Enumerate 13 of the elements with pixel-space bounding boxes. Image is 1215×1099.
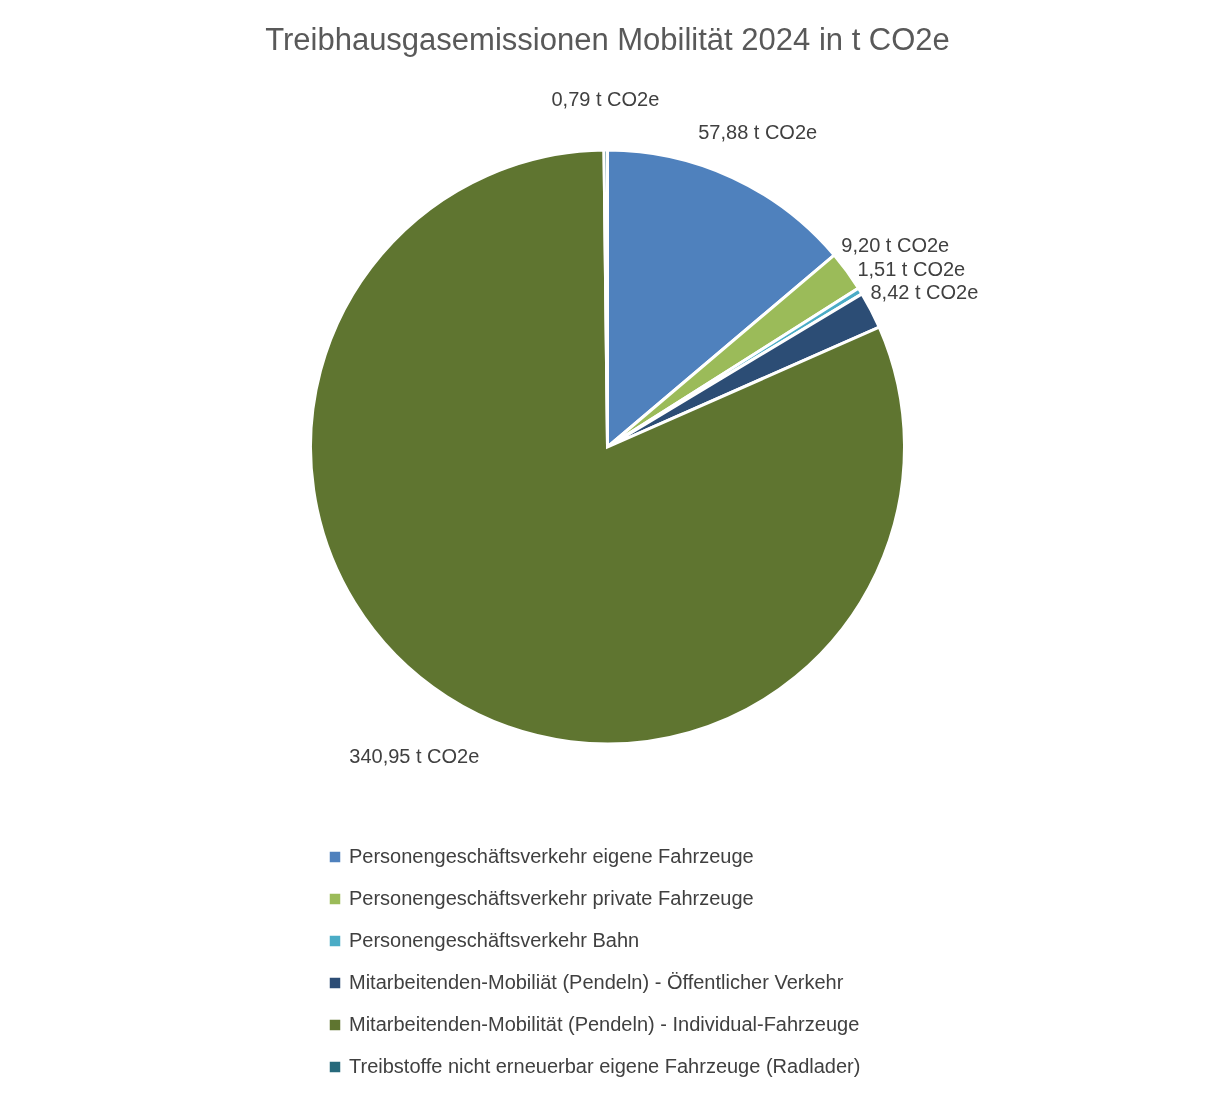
data-label: 8,42 t CO2e bbox=[870, 280, 979, 303]
legend-label: Personengeschäftsverkehr private Fahrzeuge bbox=[349, 887, 754, 909]
legend-label: Mitarbeitenden-Mobiliät (Pendeln) - Öffentlicher Verkehr bbox=[349, 971, 844, 993]
chart-title: Treibhausgasemissionen Mobilität 2024 in t CO2e bbox=[265, 22, 950, 57]
data-label: 1,51 t CO2e bbox=[857, 257, 966, 280]
legend-label: Mitarbeitenden-Mobilität (Pendeln) - Individual-Fahrzeuge bbox=[349, 1013, 860, 1035]
legend-label: Personengeschäftsverkehr eigene Fahrzeuge bbox=[349, 845, 754, 867]
data-label: 0,79 t CO2e bbox=[551, 88, 660, 111]
legend-label: Personengeschäftsverkehr Bahn bbox=[349, 929, 640, 951]
data-label: 9,20 t CO2e bbox=[841, 233, 950, 256]
legend-label: Treibstoffe nicht erneuerbar eigene Fahrzeuge (Radlader) bbox=[349, 1055, 861, 1077]
data-label: 340,95 t CO2e bbox=[349, 745, 480, 768]
data-label: 57,88 t CO2e bbox=[698, 121, 818, 144]
